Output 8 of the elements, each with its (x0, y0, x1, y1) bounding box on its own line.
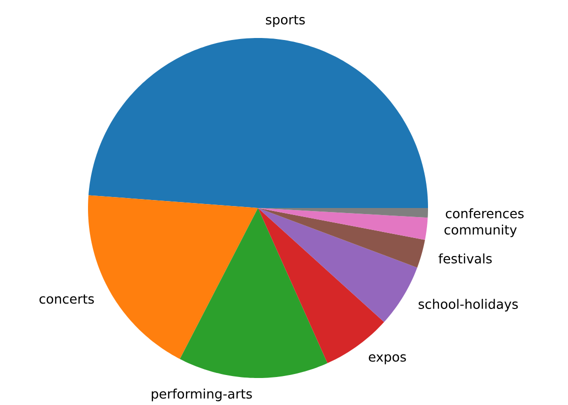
slice-label: festivals (438, 253, 492, 264)
slice-label: community (444, 224, 517, 238)
slice-label: concerts (40, 294, 94, 304)
slice-label: conferences (446, 208, 524, 218)
slice-label: expos (368, 354, 406, 364)
slice-label: performing-arts (152, 388, 252, 402)
slice-label: school-holidays (418, 298, 518, 312)
slice-label: sports (266, 15, 305, 28)
